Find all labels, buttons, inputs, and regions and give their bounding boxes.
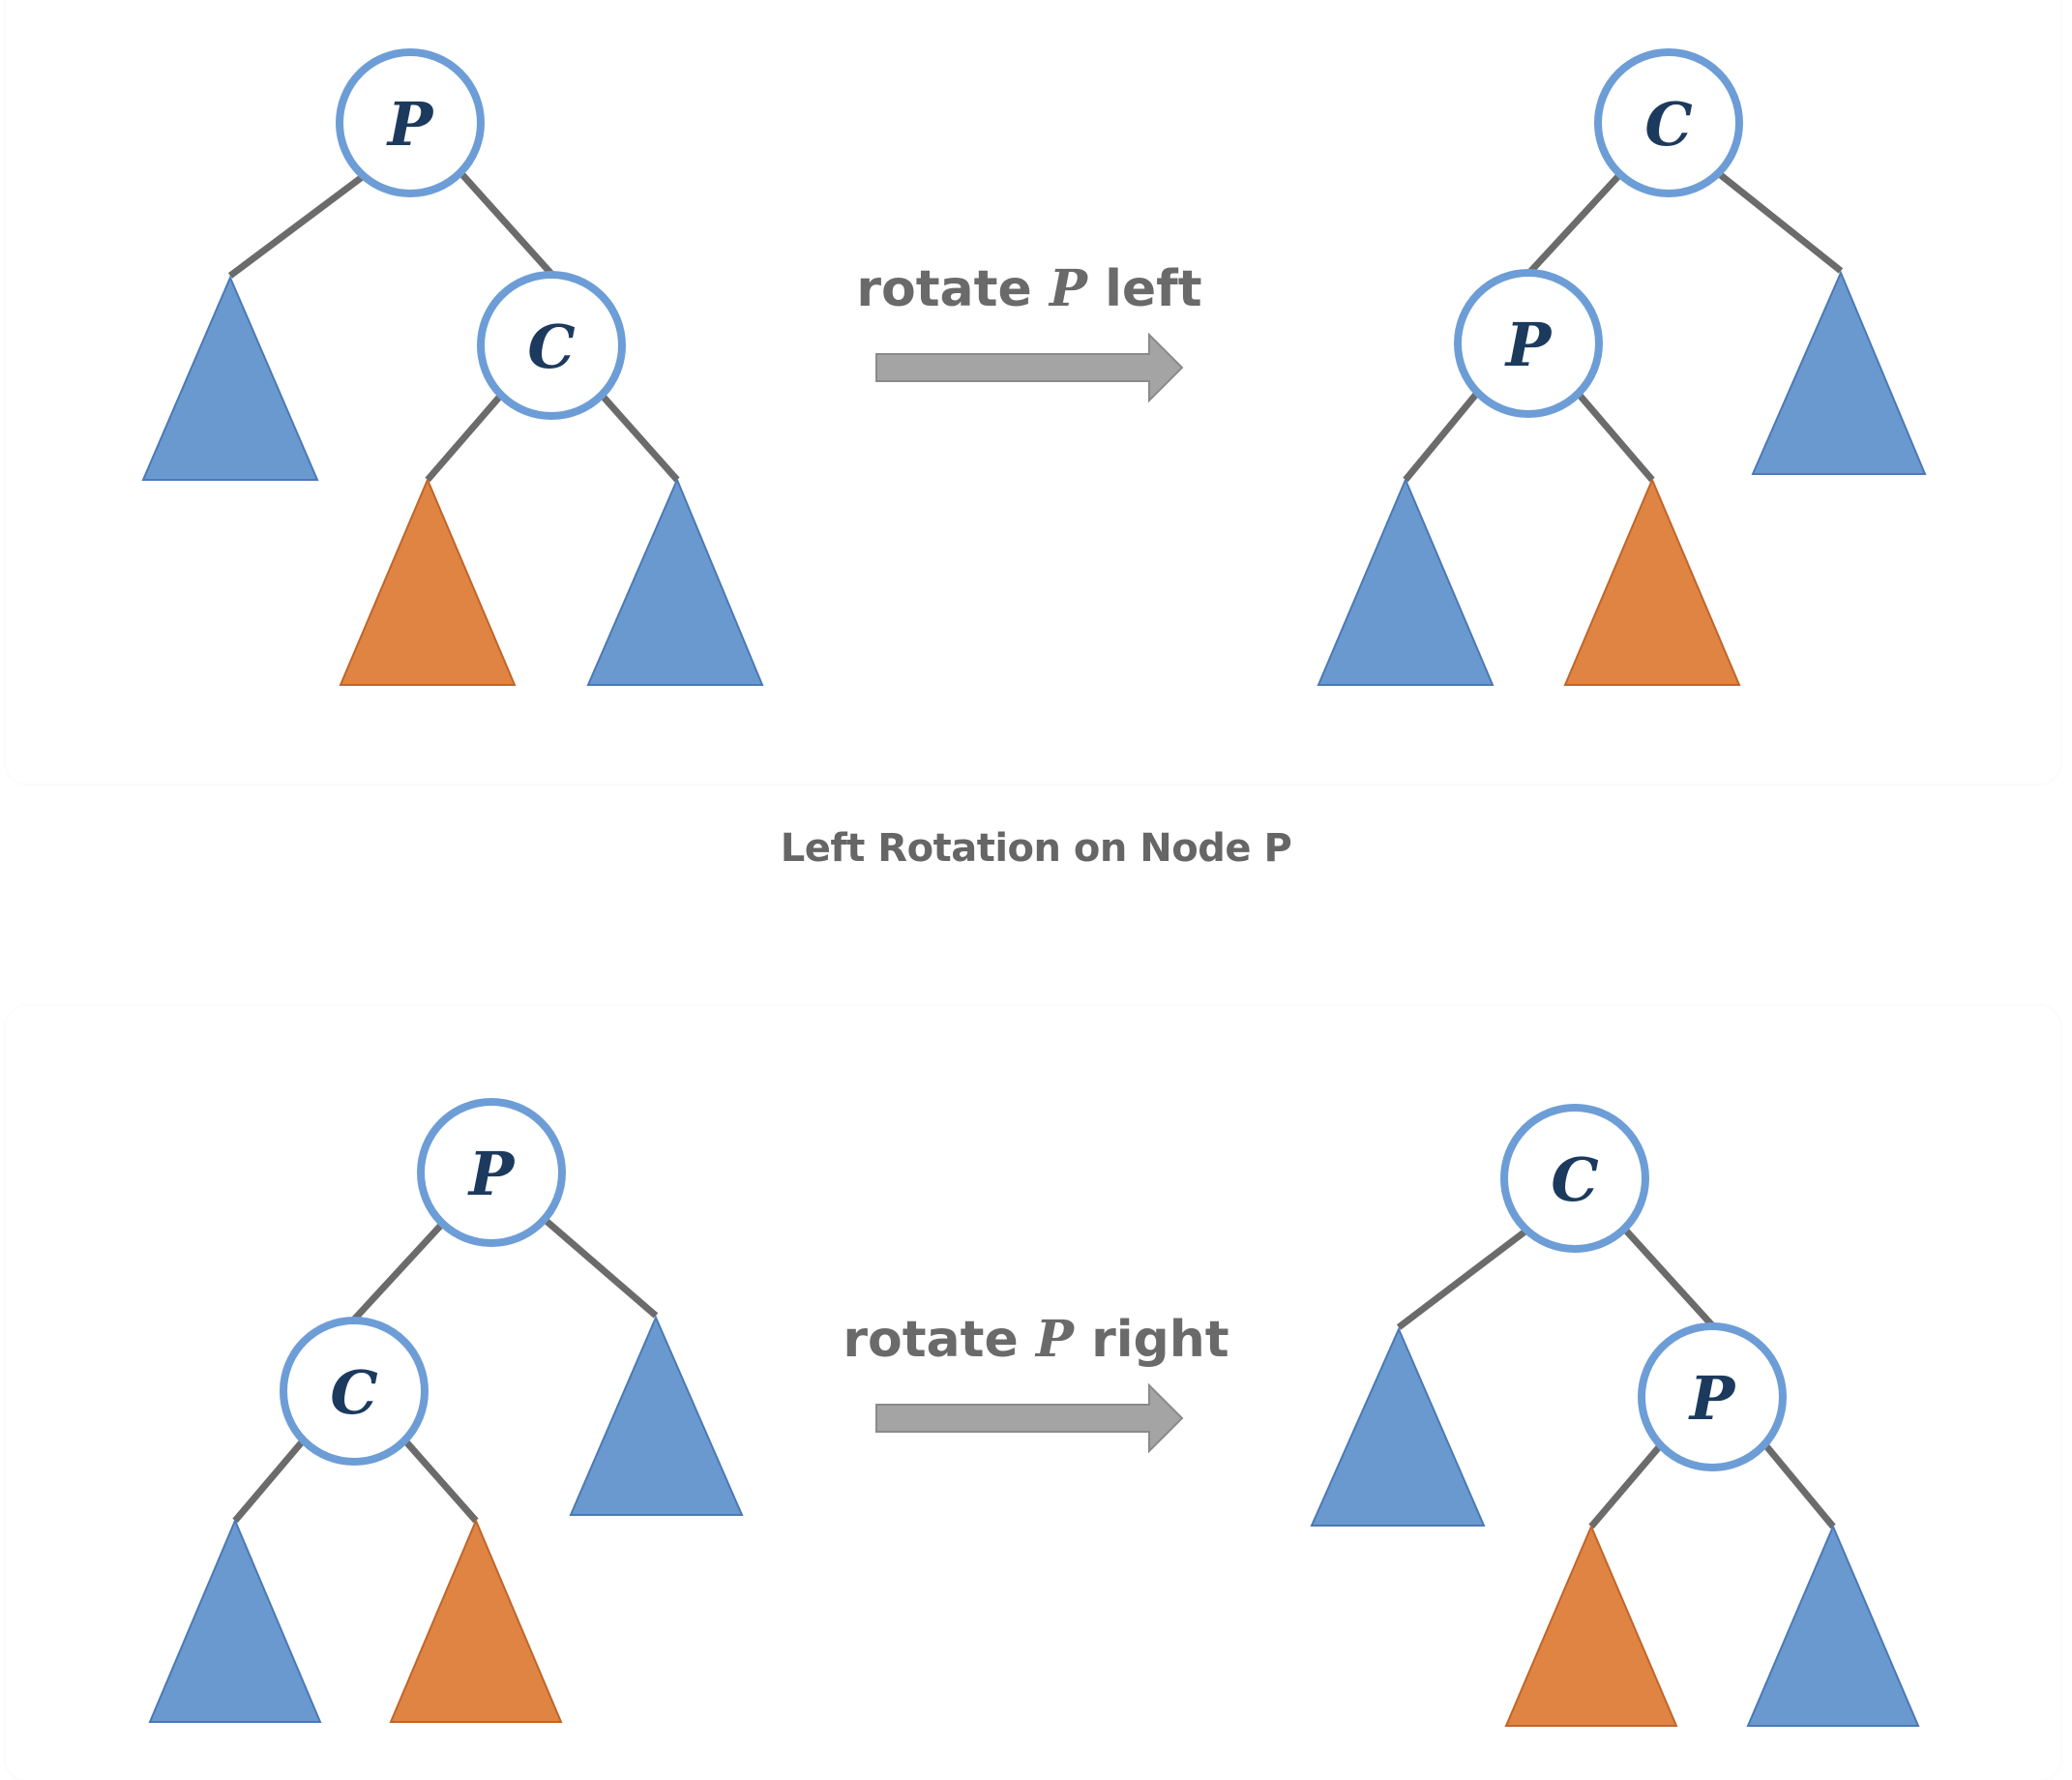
node-label: P: [1688, 1363, 1737, 1434]
operation-label: rotate P right: [843, 1310, 1228, 1369]
node-child: C: [477, 271, 626, 420]
node-child: P: [1454, 269, 1603, 418]
subtree-orange: [1563, 477, 1741, 686]
right-rotation-after-tree: C P: [1310, 1104, 1920, 1727]
edge: [1588, 1439, 1667, 1529]
subtree-blue: [148, 1518, 322, 1723]
arrow-right-icon: [875, 332, 1184, 403]
edge: [425, 390, 506, 483]
edge: [1714, 169, 1844, 274]
subtree-blue: [569, 1315, 744, 1516]
edge: [455, 166, 554, 277]
subtree-orange: [339, 477, 517, 686]
node-root: P: [417, 1098, 566, 1247]
subtree-blue: [1317, 477, 1495, 686]
edge: [539, 1214, 659, 1319]
edge: [1525, 171, 1623, 277]
subtree-blue: [586, 477, 764, 686]
right-rotation-before-tree: P C: [148, 1098, 744, 1723]
subtree-orange: [389, 1518, 563, 1723]
edge: [400, 1435, 479, 1524]
subtree-blue: [1746, 1524, 1920, 1727]
node-root: C: [1500, 1104, 1649, 1253]
subtree-blue: [141, 275, 319, 481]
edge: [1760, 1439, 1836, 1529]
edge: [1396, 1228, 1529, 1330]
edge: [1403, 389, 1481, 483]
operation-label: rotate P left: [856, 259, 1201, 318]
node-label: C: [527, 312, 575, 382]
node-child: C: [280, 1317, 429, 1466]
node-label: C: [1644, 89, 1692, 160]
arrow-right-icon: [875, 1382, 1184, 1454]
node-label: C: [330, 1357, 377, 1428]
edge: [1574, 389, 1655, 483]
left-rotation-after-tree: C P: [1317, 48, 1927, 686]
edge: [351, 1218, 448, 1322]
subtree-orange: [1504, 1524, 1678, 1727]
node-label: P: [1504, 310, 1554, 380]
left-rotation-before-tree: P C: [141, 48, 764, 686]
edge: [597, 390, 680, 483]
node-label: P: [467, 1139, 517, 1209]
edge: [232, 1435, 309, 1524]
node-label: C: [1551, 1144, 1598, 1215]
node-root: P: [336, 48, 485, 197]
subtree-blue: [1310, 1326, 1486, 1527]
node-root: C: [1594, 48, 1743, 197]
node-child: P: [1638, 1322, 1787, 1471]
edge: [227, 166, 375, 279]
left-rotation-operation: rotate P left: [856, 259, 1202, 403]
right-rotation-operation: rotate P right: [843, 1310, 1229, 1454]
subtree-blue: [1751, 270, 1927, 475]
left-rotation-caption: Left Rotation on Node P: [780, 826, 1292, 871]
node-label: P: [386, 89, 435, 160]
edge: [1623, 1228, 1715, 1328]
